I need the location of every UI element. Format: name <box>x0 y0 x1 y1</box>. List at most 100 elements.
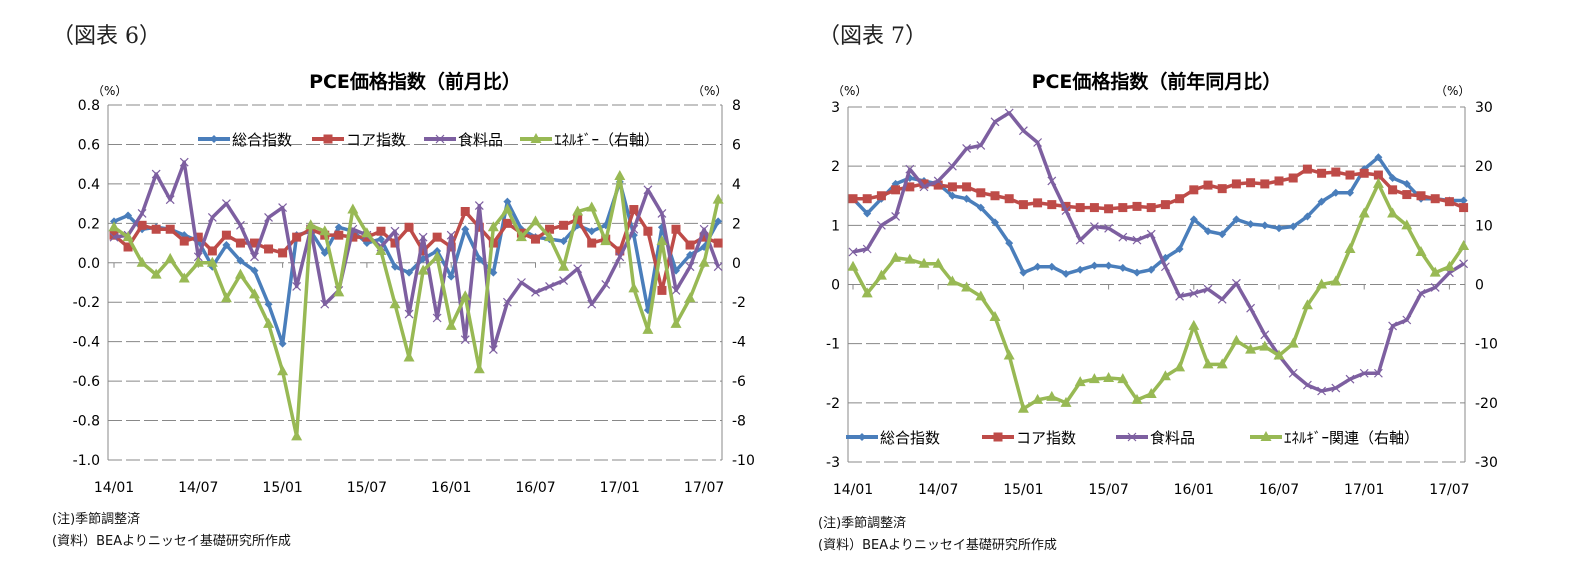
data-point <box>1131 393 1143 404</box>
data-point <box>573 214 583 224</box>
data-point <box>192 256 204 267</box>
data-point <box>1189 215 1198 224</box>
data-point <box>586 201 598 212</box>
data-point <box>1373 170 1383 180</box>
source: (資料）BEAよりニッセイ基礎研究所作成 <box>52 534 291 549</box>
data-point <box>1132 235 1142 245</box>
note: (注)季節調整済 <box>52 512 141 527</box>
data-point <box>474 222 484 232</box>
y2-tick-label: -8 <box>732 414 746 430</box>
legend-label: 総合指数 <box>880 429 940 447</box>
data-point <box>573 264 583 274</box>
data-point <box>671 285 681 295</box>
data-point <box>1260 221 1269 230</box>
data-point <box>250 238 259 248</box>
data-point <box>320 248 329 257</box>
data-point <box>1216 358 1228 369</box>
legend-marker <box>323 134 333 144</box>
data-point <box>1118 203 1128 213</box>
data-point <box>1430 283 1440 292</box>
chart-title: PCE価格指数（前月比） <box>309 70 521 93</box>
y-tick-label: 0.0 <box>78 256 100 272</box>
data-point <box>250 252 259 262</box>
data-point <box>1104 223 1114 233</box>
data-point <box>389 298 401 309</box>
data-point <box>933 180 943 190</box>
data-point <box>459 290 471 301</box>
data-point <box>1203 284 1213 294</box>
data-point <box>558 260 570 271</box>
data-point <box>976 203 985 212</box>
data-point <box>1458 240 1470 251</box>
data-point <box>150 268 162 279</box>
data-point <box>319 225 331 236</box>
data-point <box>517 278 526 287</box>
data-point <box>962 182 972 192</box>
data-point <box>1090 261 1099 270</box>
data-point <box>990 191 1000 201</box>
data-point <box>1060 396 1072 407</box>
data-point <box>123 242 133 252</box>
data-point <box>376 226 386 236</box>
data-point <box>1189 288 1199 298</box>
data-point <box>1288 173 1298 183</box>
data-point <box>1230 334 1242 345</box>
data-point <box>643 226 653 236</box>
data-point <box>1132 201 1142 211</box>
data-point <box>1331 383 1341 393</box>
data-point <box>531 287 540 297</box>
data-point <box>151 169 161 179</box>
data-point <box>890 251 902 262</box>
data-point <box>862 194 872 204</box>
data-point <box>1159 370 1171 381</box>
data-point <box>961 281 973 292</box>
legend-marker <box>993 432 1003 442</box>
y2-tick-label: -20 <box>1475 396 1498 412</box>
data-point <box>165 195 175 205</box>
data-point <box>544 231 556 242</box>
y2-tick-label: -2 <box>732 295 746 311</box>
data-point <box>1103 371 1115 382</box>
data-point <box>1217 294 1227 304</box>
data-point <box>108 221 120 232</box>
data-point <box>347 203 359 214</box>
data-point <box>891 185 901 195</box>
data-point <box>919 179 929 189</box>
x-tick-label: 17/01 <box>1344 482 1384 498</box>
data-point <box>1416 191 1426 201</box>
data-point <box>1217 184 1227 194</box>
data-point <box>1317 197 1326 206</box>
legend-label: コア指数 <box>346 131 406 149</box>
data-point <box>179 236 189 246</box>
y2-tick-label: -30 <box>1475 455 1498 471</box>
legend-label: 総合指数 <box>232 131 292 149</box>
data-point <box>1430 194 1440 204</box>
data-point <box>1331 188 1340 197</box>
data-point <box>432 232 442 242</box>
data-point <box>1401 219 1413 230</box>
x-tick-label: 15/01 <box>1003 482 1043 498</box>
data-point <box>348 232 358 242</box>
data-point <box>642 323 654 334</box>
y-tick-label: 0.8 <box>78 98 100 114</box>
left-axis-unit: （%） <box>832 84 867 98</box>
data-point <box>221 230 231 240</box>
data-point <box>629 205 639 215</box>
data-point <box>1459 196 1468 205</box>
data-point <box>1402 315 1412 325</box>
data-point <box>947 161 957 171</box>
data-point <box>905 164 915 174</box>
data-point <box>1415 245 1427 256</box>
data-point <box>1275 224 1283 233</box>
data-point <box>234 268 246 279</box>
data-point <box>698 256 710 267</box>
data-point <box>291 430 303 441</box>
data-point <box>628 282 640 293</box>
y-tick-label: 0.4 <box>78 177 100 193</box>
x-tick-label: 16/01 <box>1174 482 1214 498</box>
data-point <box>515 231 527 242</box>
data-point <box>1047 262 1056 271</box>
data-point <box>1260 179 1270 189</box>
data-point <box>572 205 584 216</box>
data-point <box>122 231 134 242</box>
